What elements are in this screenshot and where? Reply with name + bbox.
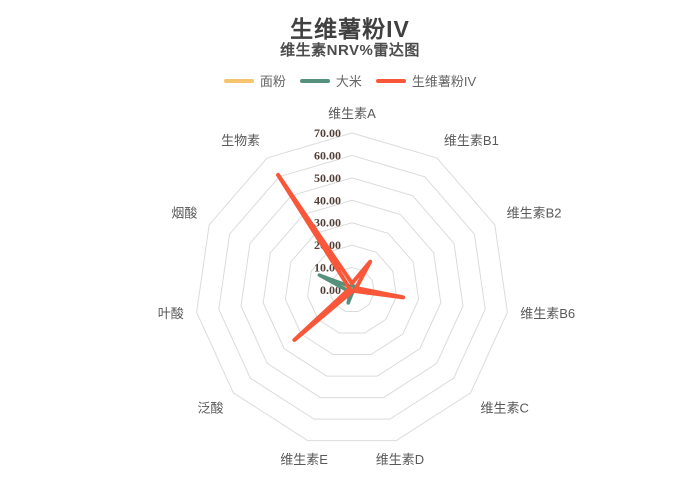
legend-label: 大米 xyxy=(335,74,362,89)
axis-label-4: 维生素B6 xyxy=(520,306,575,321)
legend-item-1[interactable]: 面粉 xyxy=(223,71,286,90)
radial-tick-label: 60.00 xyxy=(314,148,341,162)
radial-tick-label: 30.00 xyxy=(314,216,341,230)
radar-grid-ring xyxy=(284,222,420,356)
radar-grid-ring xyxy=(218,154,486,420)
series-line-2 xyxy=(317,273,359,305)
radar-grid-ring xyxy=(196,132,508,442)
axis-label-5: 维生素C xyxy=(480,400,528,415)
axis-label-2: 维生素B1 xyxy=(444,133,499,148)
legend-item-3[interactable]: 生维薯粉IV xyxy=(375,71,477,90)
legend-swatch xyxy=(299,78,330,83)
axis-label-10: 烟酸 xyxy=(171,205,197,220)
series-line-3 xyxy=(276,172,406,342)
axis-label-6: 维生素D xyxy=(376,452,424,467)
legend-label: 面粉 xyxy=(259,74,286,89)
radial-tick-label: 70.00 xyxy=(314,126,341,140)
legend-item-2[interactable]: 大米 xyxy=(299,71,362,90)
radial-tick-label: 50.00 xyxy=(314,171,341,185)
legend: 面粉 大米 生维薯粉IV xyxy=(0,71,700,90)
axis-label-3: 维生素B2 xyxy=(507,205,562,220)
axis-label-11: 生物素 xyxy=(221,133,260,148)
axis-label-1: 维生素A xyxy=(328,106,376,121)
legend-swatch xyxy=(375,78,406,83)
radial-tick-label: 0.00 xyxy=(320,283,341,297)
radial-tick-label: 40.00 xyxy=(314,193,341,207)
radar-grid-ring xyxy=(262,199,442,377)
axis-label-7: 维生素E xyxy=(280,452,328,467)
legend-label: 生维薯粉IV xyxy=(411,74,477,89)
radar-grid-ring xyxy=(240,177,464,399)
chart-subtitle: 维生素NRV%雷达图 xyxy=(280,42,420,59)
radar-grid-ring xyxy=(307,244,397,334)
axis-label-8: 泛酸 xyxy=(198,400,224,415)
legend-swatch xyxy=(223,78,254,83)
axis-label-9: 叶酸 xyxy=(158,306,184,321)
chart-title: 生维薯粉IV xyxy=(290,16,410,42)
